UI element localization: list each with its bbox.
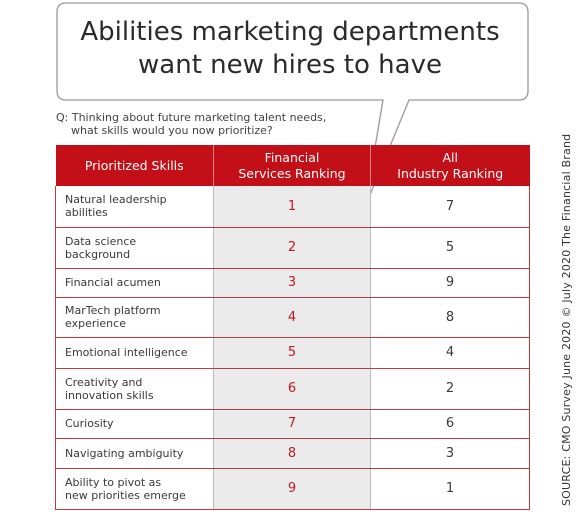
financial-rank-cell: 3 [213,268,371,298]
table-row: Natural leadership abilities 1 7 [55,186,530,228]
financial-rank-cell: 8 [213,438,371,469]
table-row: Curiosity 7 6 [55,409,530,439]
all-industry-rank-cell: 8 [370,297,530,338]
skill-label-line: abilities [65,206,108,220]
skill-label-line: Natural leadership [65,193,167,207]
financial-rank-cell: 5 [213,337,371,369]
header-skills: Prioritized Skills [55,145,214,186]
header-all-industry: All Industry Ranking [370,145,530,186]
headline-line-2: want new hires to have [138,50,442,80]
all-industry-rank-cell: 5 [370,227,530,269]
skill-cell: Financial acumen [55,268,214,298]
header-label-line: All [442,149,459,165]
skill-label-line: background [65,247,131,261]
headline: Abilities marketing departments want new… [58,16,522,82]
table-header-row: Prioritized Skills Financial Services Ran… [55,145,530,186]
skill-label-line: MarTech platform [65,304,161,317]
header-label-line: Prioritized Skills [84,157,184,173]
all-industry-rank-cell: 6 [370,409,530,439]
financial-rank-cell: 6 [213,368,371,410]
skill-label-line: Financial acumen [65,276,161,289]
skill-label-line: Data science [65,234,137,248]
skill-label-line: Navigating ambiguity [65,446,184,460]
question-line-2: what skills would you now prioritize? [71,124,273,137]
ranking-table: Prioritized Skills Financial Services Ran… [55,145,530,510]
header-label-line: Industry Ranking [397,165,504,181]
header-label-line: Services Ranking [238,165,346,181]
headline-line-1: Abilities marketing departments [80,17,500,47]
skill-label-line: new priorities emerge [65,488,186,502]
all-industry-rank-cell: 2 [370,368,530,410]
skill-label-line: Ability to pivot as [65,475,162,489]
skill-cell: Creativity and innovation skills [55,368,214,410]
skill-cell: Emotional intelligence [55,337,214,369]
all-industry-rank-cell: 3 [370,438,530,469]
survey-question: Q: Thinking about future marketing talen… [56,111,356,137]
all-industry-rank-cell: 4 [370,337,530,369]
all-industry-rank-cell: 7 [370,186,530,228]
skill-cell: Curiosity [55,409,214,439]
header-financial: Financial Services Ranking [213,145,371,186]
skill-label-line: experience [65,317,126,330]
skill-cell: Ability to pivot as new priorities emerge [55,468,214,510]
financial-rank-cell: 2 [213,227,371,269]
skill-cell: Data science background [55,227,214,269]
skill-cell: Natural leadership abilities [55,186,214,228]
financial-rank-cell: 1 [213,186,371,228]
skill-label-line: Creativity and [65,375,143,389]
question-line-1: Q: Thinking about future marketing talen… [56,111,327,124]
table-row: Ability to pivot as new priorities emerge… [55,468,530,510]
source-credit: SOURCE: CMO Survey June 2020 © July 2020… [560,133,573,506]
skill-label-line: Curiosity [65,417,114,430]
skill-cell: MarTech platform experience [55,297,214,338]
table-row: Emotional intelligence 5 4 [55,337,530,369]
table-row: MarTech platform experience 4 8 [55,297,530,338]
financial-rank-cell: 9 [213,468,371,510]
skill-label-line: innovation skills [65,388,154,402]
skill-label-line: Emotional intelligence [65,346,188,359]
all-industry-rank-cell: 9 [370,268,530,298]
table-row: Navigating ambiguity 8 3 [55,438,530,469]
skill-cell: Navigating ambiguity [55,438,214,469]
table-row: Data science background 2 5 [55,227,530,269]
header-label-line: Financial [264,149,320,165]
table-row: Financial acumen 3 9 [55,268,530,298]
financial-rank-cell: 4 [213,297,371,338]
all-industry-rank-cell: 1 [370,468,530,510]
table-body: Natural leadership abilities 1 7 Data scienc… [55,186,530,510]
table-row: Creativity and innovation skills 6 2 [55,368,530,410]
financial-rank-cell: 7 [213,409,371,439]
